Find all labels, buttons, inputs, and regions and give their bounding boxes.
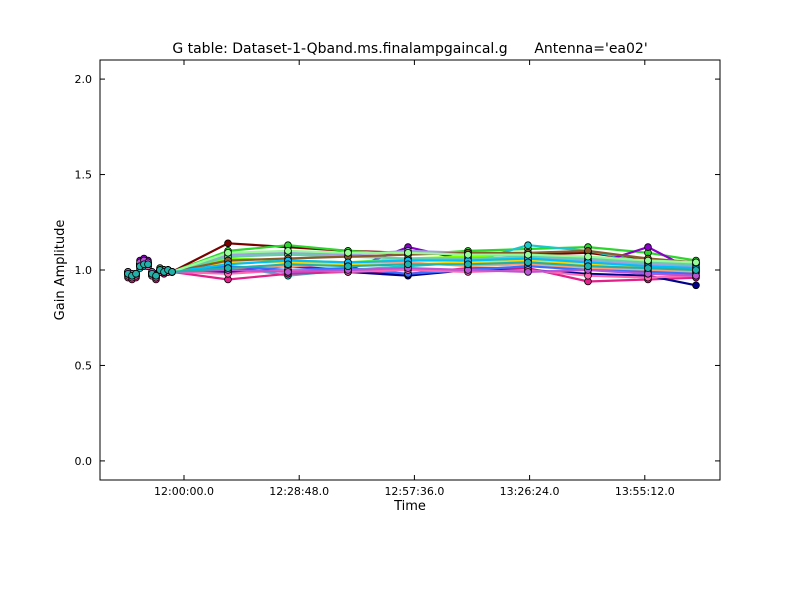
- y-tick-label: 1.0: [75, 264, 93, 277]
- data-point: [584, 252, 592, 261]
- y-axis: 0.0 0.5 1.0 1.5 2.0: [75, 73, 720, 468]
- data-point: [524, 250, 532, 259]
- data-point: [404, 249, 412, 257]
- data-point: [224, 249, 232, 257]
- x-tick-label: 12:00:00.0: [154, 485, 214, 498]
- data-point: [692, 258, 700, 267]
- data-point: [284, 247, 292, 255]
- data-point: [692, 281, 700, 290]
- y-tick-label: 0.0: [75, 455, 93, 468]
- data-point: [524, 258, 532, 267]
- x-tick-label: 12:57:36.0: [384, 485, 444, 498]
- data-point: [404, 260, 412, 269]
- data-point: [344, 262, 352, 271]
- data-point: [644, 256, 652, 265]
- y-axis-label: Gain Amplitude: [53, 220, 68, 321]
- data-point: [132, 269, 140, 278]
- data-point: [524, 268, 532, 276]
- plot-series: [124, 239, 700, 290]
- x-tick-label: 12:28:48.0: [269, 485, 329, 498]
- data-point: [464, 250, 472, 259]
- x-axis: 12:00:00.0 12:28:48.0 12:57:36.0 13:26:24.0…: [154, 60, 675, 498]
- data-point: [464, 260, 472, 269]
- data-point: [692, 266, 700, 274]
- data-point: [644, 264, 652, 272]
- data-point: [224, 264, 232, 272]
- data-point: [168, 268, 176, 276]
- data-point: [224, 239, 232, 248]
- x-tick-label: 13:26:24.0: [500, 485, 560, 498]
- data-point: [284, 260, 292, 269]
- y-tick-label: 0.5: [75, 359, 93, 372]
- data-point: [152, 271, 160, 280]
- series-markers: [124, 239, 700, 290]
- x-tick-label: 13:55:12.0: [615, 485, 675, 498]
- data-point: [344, 249, 352, 257]
- data-point: [284, 268, 292, 276]
- data-point: [144, 260, 152, 269]
- x-axis-label: Time: [393, 499, 426, 514]
- y-tick-label: 1.5: [75, 169, 93, 182]
- data-point: [524, 241, 532, 250]
- data-point: [644, 243, 652, 251]
- chart-title: G table: Dataset-1-Qband.ms.finalampgain…: [172, 41, 647, 57]
- data-point: [584, 262, 592, 271]
- y-tick-label: 2.0: [75, 73, 93, 86]
